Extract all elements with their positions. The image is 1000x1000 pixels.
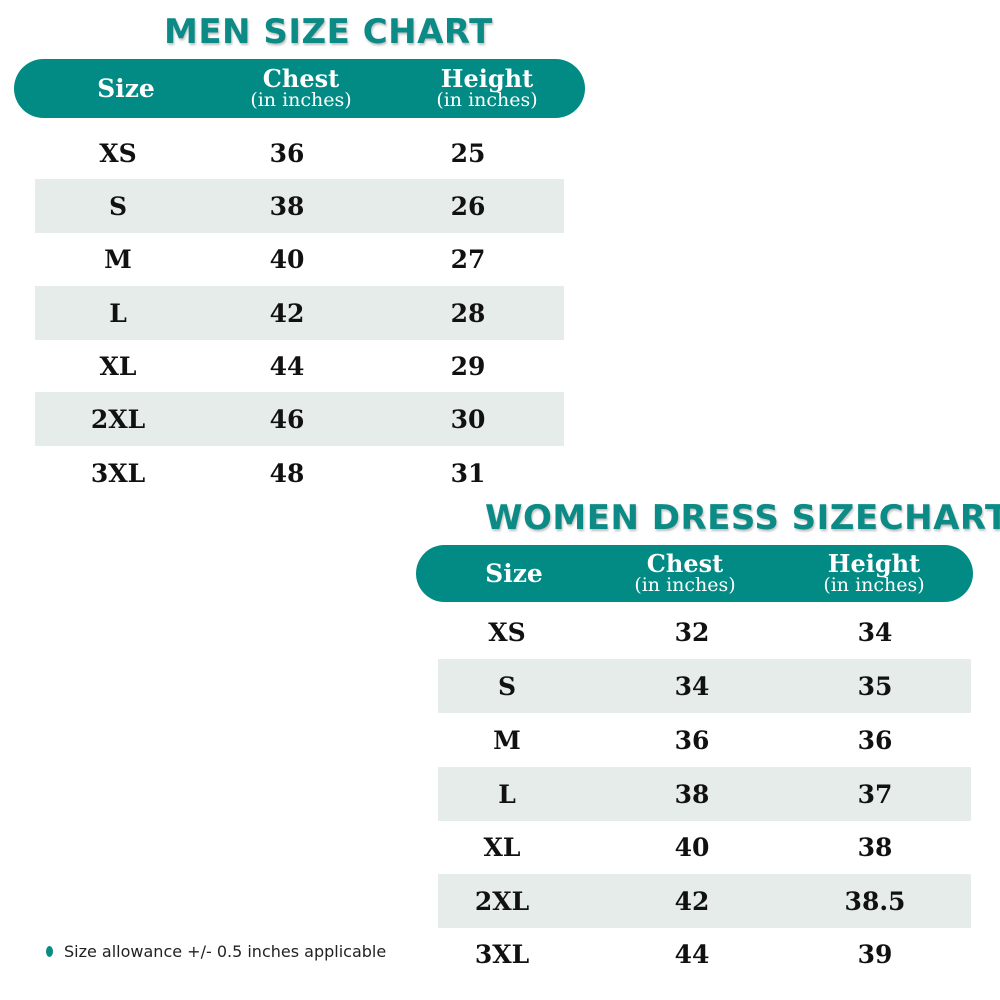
chest-cell: 42 <box>674 886 710 916</box>
men-header-chest-unit: (in inches) <box>250 89 352 111</box>
men-chart-title: MEN SIZE CHART <box>164 12 493 52</box>
table-row: 3XL 48 31 <box>35 446 564 500</box>
height-cell: 37 <box>857 779 893 809</box>
size-cell: XL <box>483 832 521 862</box>
height-cell: 30 <box>450 404 486 434</box>
women-header-height-unit: (in inches) <box>823 574 925 596</box>
height-cell: 38 <box>857 832 893 862</box>
height-cell: 38.5 <box>844 886 906 916</box>
size-allowance-text: Size allowance +/- 0.5 inches applicable <box>64 942 387 961</box>
chest-cell: 42 <box>269 298 305 328</box>
men-header-height-unit: (in inches) <box>436 89 538 111</box>
table-row: XL 44 29 <box>35 339 564 393</box>
table-row: 2XL 46 30 <box>35 392 564 446</box>
table-row: L 38 37 <box>438 767 971 821</box>
women-header-chest: Chest (in inches) <box>634 545 735 602</box>
women-header-size: Size <box>485 545 543 602</box>
size-cell: S <box>497 671 517 701</box>
table-row: S 34 35 <box>438 659 971 713</box>
women-header-chest-label: Chest <box>646 549 724 578</box>
size-cell: M <box>104 244 132 274</box>
chest-cell: 48 <box>269 458 305 488</box>
height-cell: 31 <box>450 458 486 488</box>
table-row: L 42 28 <box>35 286 564 340</box>
size-cell: XS <box>488 617 526 647</box>
height-cell: 26 <box>450 191 486 221</box>
height-cell: 29 <box>450 351 486 381</box>
size-cell: 2XL <box>90 404 146 434</box>
chest-cell: 44 <box>269 351 305 381</box>
chest-cell: 40 <box>674 832 710 862</box>
size-cell: XL <box>99 351 137 381</box>
chest-cell: 34 <box>674 671 710 701</box>
chest-cell: 32 <box>674 617 710 647</box>
women-header-height-label: Height <box>827 549 921 578</box>
size-cell: L <box>109 298 127 328</box>
size-cell: 2XL <box>474 886 530 916</box>
table-row: 2XL 42 38.5 <box>438 874 971 928</box>
size-cell: 3XL <box>474 939 530 969</box>
chest-cell: 40 <box>269 244 305 274</box>
size-cell: 3XL <box>90 458 146 488</box>
men-header-size-label: Size <box>97 74 155 103</box>
height-cell: 25 <box>450 138 486 168</box>
table-row: XS 32 34 <box>438 605 971 659</box>
men-header-height: Height (in inches) <box>436 59 537 118</box>
men-table-header: Size Chest (in inches) Height (in inches… <box>14 59 585 118</box>
women-header-height: Height (in inches) <box>823 545 924 602</box>
size-cell: M <box>493 725 521 755</box>
chest-cell: 44 <box>674 939 710 969</box>
chest-cell: 36 <box>674 725 710 755</box>
table-row: S 38 26 <box>35 179 564 233</box>
bullet-icon <box>46 946 53 957</box>
chest-cell: 46 <box>269 404 305 434</box>
height-cell: 27 <box>450 244 486 274</box>
men-header-chest-label: Chest <box>262 64 340 93</box>
chest-cell: 38 <box>269 191 305 221</box>
men-header-height-label: Height <box>440 64 534 93</box>
height-cell: 28 <box>450 298 486 328</box>
table-row: M 36 36 <box>438 713 971 767</box>
size-cell: S <box>108 191 128 221</box>
size-allowance-note: Size allowance +/- 0.5 inches applicable <box>46 942 386 961</box>
height-cell: 36 <box>857 725 893 755</box>
size-cell: XS <box>99 138 137 168</box>
table-row: M 40 27 <box>35 232 564 286</box>
table-row: XS 36 25 <box>35 126 564 180</box>
table-row: XL 40 38 <box>438 820 971 874</box>
women-header-chest-unit: (in inches) <box>634 574 736 596</box>
chest-cell: 36 <box>269 138 305 168</box>
women-header-size-label: Size <box>485 559 543 588</box>
chest-cell: 38 <box>674 779 710 809</box>
men-header-chest: Chest (in inches) <box>250 59 351 118</box>
men-header-size: Size <box>97 59 155 118</box>
women-table-header: Size Chest (in inches) Height (in inches… <box>416 545 973 602</box>
height-cell: 35 <box>857 671 893 701</box>
height-cell: 34 <box>857 617 893 647</box>
women-chart-title: WOMEN DRESS SIZECHART <box>485 498 1000 538</box>
size-cell: L <box>498 779 516 809</box>
height-cell: 39 <box>857 939 893 969</box>
table-row: 3XL 44 39 <box>438 927 971 981</box>
